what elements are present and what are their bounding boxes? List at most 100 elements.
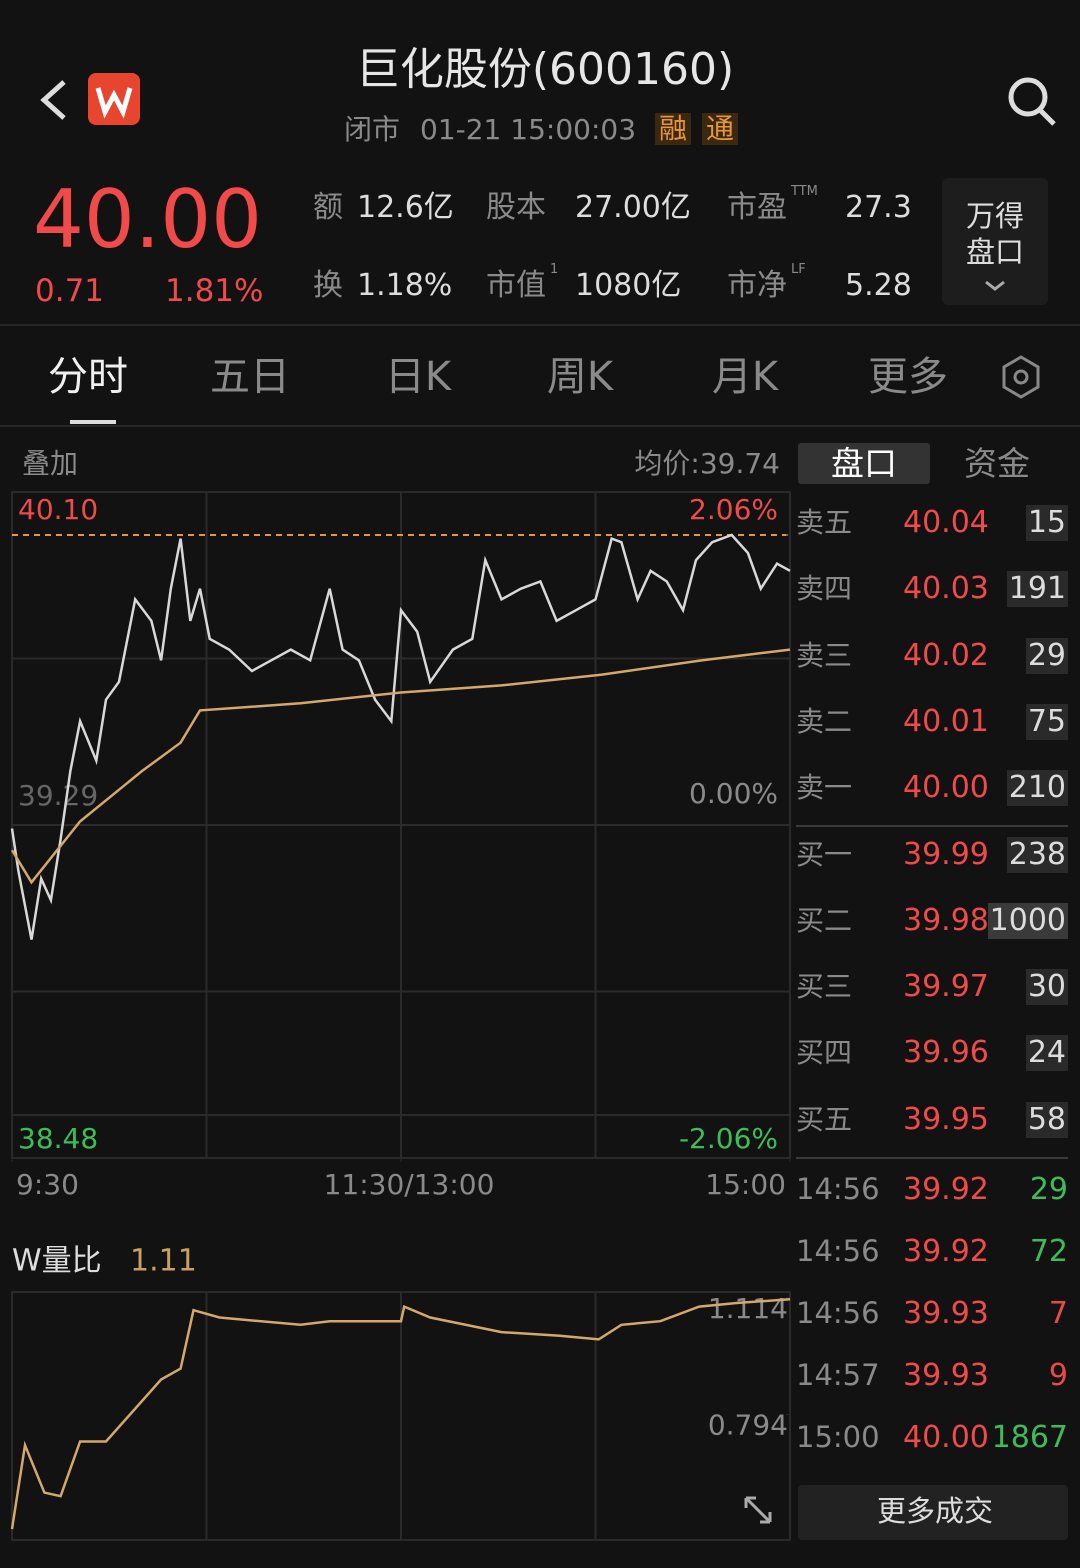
book-price: 39.99	[903, 836, 989, 872]
trade-volume: 7	[1048, 1296, 1068, 1331]
panel-tab-active[interactable]	[798, 443, 930, 484]
book-volume: 15	[1025, 505, 1068, 541]
title: 巨化股份(600160)	[355, 44, 735, 95]
y2-tick-label: 2.06%	[689, 493, 778, 526]
overlay-label[interactable]: 叠加	[22, 447, 79, 480]
stat-label: 市盈	[727, 190, 787, 225]
trade-price: 39.92	[903, 1234, 989, 1269]
back-icon[interactable]	[40, 80, 66, 120]
trade-price: 39.93	[903, 1358, 989, 1393]
book-label: 买二	[796, 903, 853, 937]
book-price: 40.03	[903, 571, 989, 607]
stat-value: 12.6亿	[357, 190, 454, 225]
book-price: 40.00	[903, 770, 989, 806]
book-label: 买四	[796, 1036, 853, 1070]
series-line	[10, 533, 791, 940]
trade-time: 15:00	[796, 1420, 880, 1454]
book-price: 39.98	[903, 902, 989, 938]
book-volume: 1000	[987, 902, 1068, 939]
book-price: 40.01	[903, 703, 989, 739]
chevron	[985, 280, 1005, 291]
y-tick-label: 1.114	[708, 1292, 788, 1325]
book-volume: 58	[1025, 1101, 1068, 1138]
settings-icon[interactable]	[1002, 355, 1040, 399]
more-trades-button[interactable]	[798, 1485, 1068, 1540]
x-tick-label: 15:00	[705, 1168, 786, 1201]
badge: 融	[655, 113, 692, 145]
search-icon-handle	[1038, 108, 1056, 126]
panel-tab[interactable]: 盘口	[831, 444, 897, 483]
indicator-title: W量比	[12, 1244, 102, 1279]
book-label: 卖一	[796, 771, 853, 805]
panel-button-text: 盘口	[966, 235, 1025, 269]
book-label: 卖三	[796, 638, 853, 672]
settings-icon-dot	[1013, 369, 1029, 385]
tab-underline	[70, 420, 116, 424]
book-label: 卖四	[796, 572, 853, 606]
book-volume: 75	[1025, 703, 1068, 740]
trade-time: 14:56	[796, 1172, 880, 1206]
book-volume: 238	[1006, 836, 1068, 873]
change: 0.71	[35, 273, 105, 309]
book-price: 39.95	[903, 1101, 989, 1137]
series-line	[10, 1298, 791, 1530]
change-pct: 1.81%	[165, 273, 264, 309]
x-tick-label: 9:30	[16, 1168, 79, 1201]
stat-label: 股本	[486, 190, 546, 225]
stat-label: 市值	[486, 268, 546, 303]
stat-sup: LF	[791, 262, 806, 277]
y-tick-label: 0.794	[708, 1409, 788, 1442]
book-price: 39.96	[903, 1035, 989, 1071]
panel-button-text: 万得	[966, 199, 1025, 233]
y2-tick-label: -2.06%	[679, 1122, 778, 1155]
trade-volume: 72	[1029, 1234, 1068, 1269]
trade-time: 14:56	[796, 1234, 880, 1268]
trade-price: 39.92	[903, 1172, 989, 1207]
book-price: 39.97	[903, 969, 989, 1005]
logo-w	[95, 87, 133, 119]
trade-price: 40.00	[903, 1420, 989, 1455]
trade-time: 14:57	[796, 1358, 880, 1392]
tab[interactable]: 周K	[546, 354, 614, 400]
tab[interactable]: 五日	[210, 354, 290, 400]
more-trades-text: 更多成交	[876, 1494, 994, 1528]
trade-volume: 1867	[991, 1420, 1068, 1455]
tab[interactable]: 日K	[384, 354, 452, 400]
book-label: 卖二	[796, 704, 853, 738]
stat-label: 市净	[727, 268, 787, 303]
book-volume: 191	[1006, 571, 1068, 608]
panel-button-bg[interactable]	[942, 178, 1048, 305]
stat-value: 27.00亿	[575, 190, 691, 225]
stat-sup: 1	[550, 262, 559, 277]
y-tick-label: 40.10	[18, 493, 98, 526]
stat-label: 额	[313, 190, 343, 225]
expand-icon[interactable]	[744, 1496, 772, 1524]
stat-value: 1080亿	[575, 268, 682, 303]
tab[interactable]: 更多	[868, 354, 948, 400]
trade-price: 39.93	[903, 1296, 989, 1331]
tab[interactable]: 月K	[711, 354, 779, 400]
search-icon[interactable]	[1008, 77, 1048, 117]
book-volume: 29	[1025, 637, 1068, 674]
book-price: 40.02	[903, 637, 989, 673]
book-label: 买三	[796, 970, 853, 1004]
y2-tick-label: 0.00%	[689, 777, 778, 810]
tab[interactable]: 分时	[48, 354, 128, 400]
panel-tab[interactable]: 资金	[964, 444, 1030, 483]
book-volume: 210	[1006, 770, 1068, 807]
trade-volume: 9	[1048, 1358, 1068, 1393]
stat-value: 27.3	[845, 190, 912, 225]
stat-value: 1.18%	[357, 268, 453, 303]
badge: 通	[702, 113, 739, 145]
status: 闭市	[344, 113, 401, 146]
book-price: 40.04	[903, 505, 989, 540]
stat-value: 5.28	[845, 268, 912, 303]
y-tick-label: 39.29	[18, 779, 98, 812]
series-line	[10, 648, 791, 885]
book-label: 买五	[796, 1102, 853, 1136]
stat-sup: TTM	[791, 184, 818, 199]
avg-label: 均价:39.74	[634, 447, 780, 480]
trade-volume: 29	[1029, 1172, 1068, 1207]
indicator-value: 1.11	[130, 1244, 197, 1279]
